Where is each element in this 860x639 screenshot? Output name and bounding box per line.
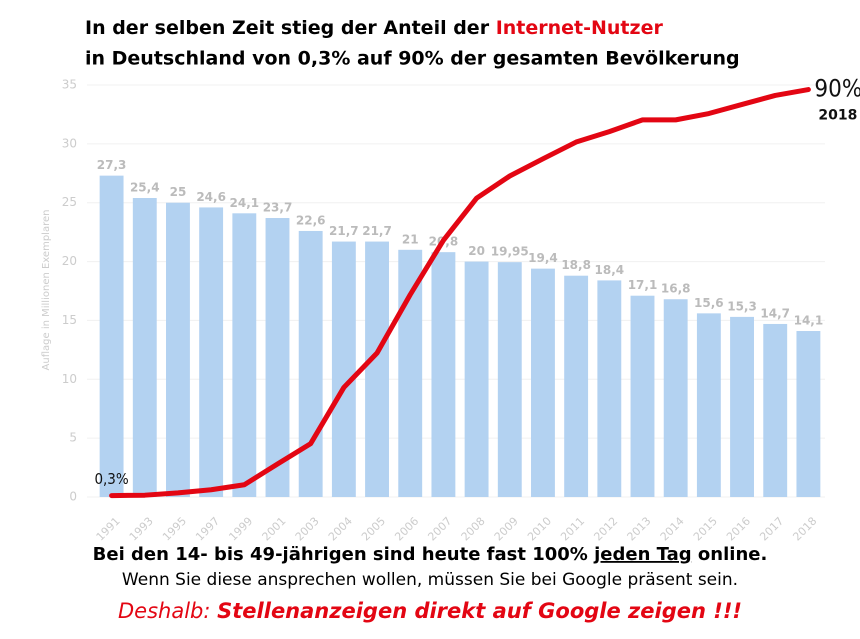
y-tick-label: 5	[69, 431, 77, 445]
value-label: 24,6	[196, 190, 226, 204]
x-tick-label: 2009	[492, 515, 521, 544]
footer-part: Deshalb:	[118, 599, 217, 623]
x-tick-label: 2001	[260, 515, 289, 544]
bar	[199, 207, 224, 497]
bar	[763, 323, 788, 497]
y-tick-label: 15	[62, 313, 77, 327]
footer-part: Stellenanzeigen direkt auf Google zeigen…	[217, 599, 742, 623]
line-value-label: 90%	[814, 75, 860, 103]
footer-line3: Deshalb: Stellenanzeigen direkt auf Goog…	[118, 599, 742, 623]
y-tick-label: 35	[62, 78, 77, 92]
footer-line2: Wenn Sie diese ansprechen wollen, müssen…	[122, 570, 738, 590]
bar	[132, 198, 157, 497]
value-label: 22,6	[296, 213, 326, 227]
value-label: 16,8	[661, 282, 691, 296]
footer-part: online.	[692, 544, 768, 565]
footer-part: jeden Tag	[593, 544, 692, 565]
x-tick-label: 2004	[326, 515, 355, 544]
value-label: 15,3	[727, 299, 757, 313]
x-tick-label: 2005	[359, 515, 388, 544]
value-label: 14,7	[760, 306, 790, 320]
bar	[331, 241, 356, 497]
bar	[630, 295, 655, 497]
x-tick-label: 2015	[691, 515, 720, 544]
value-label: 18,4	[595, 263, 625, 277]
x-tick-label: 1997	[193, 515, 222, 544]
x-tick-label: 1995	[160, 515, 189, 544]
y-tick-label: 25	[62, 195, 77, 209]
value-label: 19,95	[491, 245, 529, 259]
x-tick-label: 2008	[459, 515, 488, 544]
x-tick-label: 1991	[94, 515, 123, 544]
value-label: 21,7	[362, 224, 392, 238]
value-label: 18,8	[561, 258, 591, 272]
value-label: 25	[170, 185, 187, 199]
chart-subtitle: in Deutschland von 0,3% auf 90% der gesa…	[85, 48, 740, 70]
bar	[663, 299, 688, 497]
bar	[796, 331, 821, 497]
title-part: Internet-Nutzer	[496, 17, 664, 39]
bar	[99, 175, 124, 497]
bar	[730, 316, 754, 497]
x-tick-label: 2014	[658, 515, 687, 544]
y-tick-label: 10	[62, 372, 77, 386]
value-label: 25,4	[130, 181, 160, 195]
y-axis-label: Auflage in Millionen Exemplaren	[41, 210, 52, 371]
bar	[696, 313, 721, 497]
x-tick-label: 2003	[293, 515, 322, 544]
line-value-label: 0,3%	[94, 470, 128, 488]
bar	[531, 268, 555, 497]
chart-title: In der selben Zeit stieg der Anteil der …	[85, 17, 663, 39]
bar	[564, 275, 589, 497]
x-tick-label: 2012	[591, 515, 620, 544]
footer-part: Bei den 14- bis 49-jährigen sind heute f…	[93, 544, 594, 565]
line	[109, 87, 811, 499]
y-tick-label: 20	[62, 254, 77, 268]
value-label: 20	[468, 244, 485, 258]
bar	[166, 202, 190, 497]
value-label: 21,7	[329, 224, 359, 238]
value-label: 19,4	[528, 251, 558, 265]
bar	[464, 261, 489, 497]
x-tick-label: 2018	[790, 515, 819, 544]
value-label: 27,3	[97, 158, 127, 172]
bar	[298, 230, 323, 498]
title-part: In der selben Zeit stieg der Anteil der	[85, 17, 496, 39]
x-tick-label: 2010	[525, 515, 554, 544]
x-tick-label: 1993	[127, 515, 156, 544]
value-label: 14,1	[794, 314, 824, 328]
y-tick-label: 0	[69, 490, 77, 504]
x-tick-label: 2013	[625, 515, 654, 544]
x-tick-label: 2017	[757, 515, 786, 544]
value-label: 24,1	[230, 196, 260, 210]
line-year-label: 2018	[818, 108, 857, 124]
x-tick-label: 2011	[558, 515, 587, 544]
bar	[431, 252, 456, 497]
value-label: 21	[402, 232, 419, 246]
value-label: 17,1	[628, 278, 658, 292]
footer-line1: Bei den 14- bis 49-jährigen sind heute f…	[93, 544, 768, 565]
x-tick-label: 2007	[425, 515, 454, 544]
value-label: 15,6	[694, 296, 724, 310]
value-label: 23,7	[263, 201, 293, 215]
bar	[265, 218, 290, 497]
x-tick-label: 1999	[226, 515, 255, 544]
x-tick-label: 2016	[724, 515, 753, 544]
bar	[497, 262, 522, 497]
x-tick-label: 2006	[392, 515, 421, 544]
y-tick-label: 30	[62, 136, 77, 150]
bar	[232, 213, 257, 497]
bar	[597, 280, 622, 497]
bar	[398, 249, 423, 497]
bar	[365, 241, 389, 497]
